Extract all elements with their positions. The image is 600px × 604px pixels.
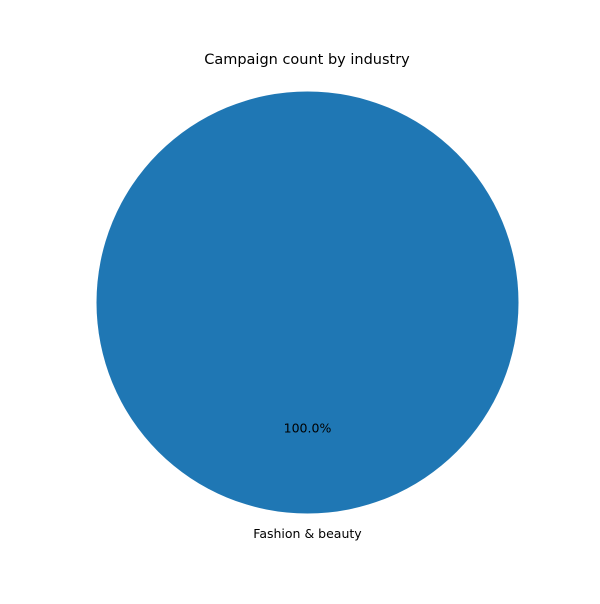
slice-label: Fashion & beauty [253, 526, 362, 541]
slice-percent-label: 100.0% [284, 421, 332, 436]
pie-slices [96, 91, 519, 514]
pie-labels: Fashion & beauty 100.0% [253, 421, 362, 541]
pie-slice [96, 91, 519, 514]
chart-title: Campaign count by industry [204, 52, 410, 68]
